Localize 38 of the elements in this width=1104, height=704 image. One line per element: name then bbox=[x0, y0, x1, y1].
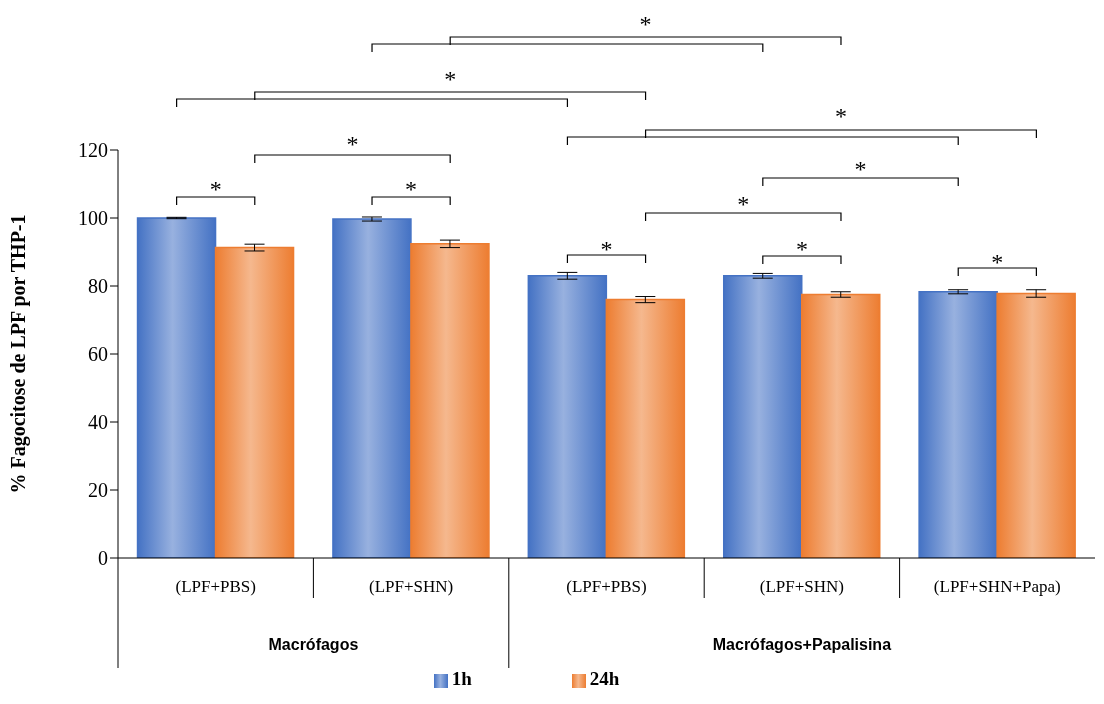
annotation: * bbox=[405, 176, 418, 202]
x-tick-label: (LPF+SHN) bbox=[759, 577, 845, 596]
x-tick-label: (LPF+PBS) bbox=[566, 577, 647, 596]
text: Macrófagos+Papalisina bbox=[712, 636, 892, 653]
bar bbox=[996, 292, 1076, 558]
x-tick-label: (LPF+PBS) bbox=[175, 577, 256, 596]
bar bbox=[800, 293, 881, 558]
bar bbox=[605, 298, 686, 558]
annotation: * bbox=[600, 236, 613, 262]
y-tick-label: 80 bbox=[88, 275, 108, 298]
annotation: * bbox=[991, 249, 1004, 275]
y-tick-label: 120 bbox=[78, 139, 108, 162]
y-axis-title: % Fagocitose de LPF por THP-1 bbox=[7, 214, 31, 494]
annotation: * bbox=[209, 176, 222, 202]
y-tick-label: 20 bbox=[88, 479, 108, 502]
text: * bbox=[834, 103, 847, 129]
bar bbox=[410, 243, 490, 558]
x-tick-label: (LPF+SHN+Papa) bbox=[933, 577, 1061, 596]
bar bbox=[527, 275, 608, 558]
text: Macrófagos bbox=[268, 636, 359, 653]
annotation: * bbox=[737, 191, 750, 217]
text: * bbox=[444, 66, 457, 92]
bar bbox=[918, 291, 998, 558]
x-tick-label: (LPF+SHN) bbox=[368, 577, 454, 596]
y-tick-label: 100 bbox=[78, 207, 108, 230]
bar bbox=[722, 275, 803, 558]
bar bbox=[332, 218, 412, 558]
legend-label: 1h bbox=[451, 668, 472, 689]
bar bbox=[214, 246, 295, 558]
y-tick-label: 0 bbox=[98, 547, 108, 570]
y-tick-label: 60 bbox=[88, 343, 108, 366]
legend-label: 24h bbox=[589, 668, 620, 689]
annotation: * bbox=[854, 156, 867, 182]
bar bbox=[136, 217, 217, 558]
annotation: * bbox=[795, 236, 808, 262]
annotation: * bbox=[346, 131, 359, 157]
y-tick-label: 40 bbox=[88, 411, 108, 434]
text: * bbox=[639, 11, 652, 37]
